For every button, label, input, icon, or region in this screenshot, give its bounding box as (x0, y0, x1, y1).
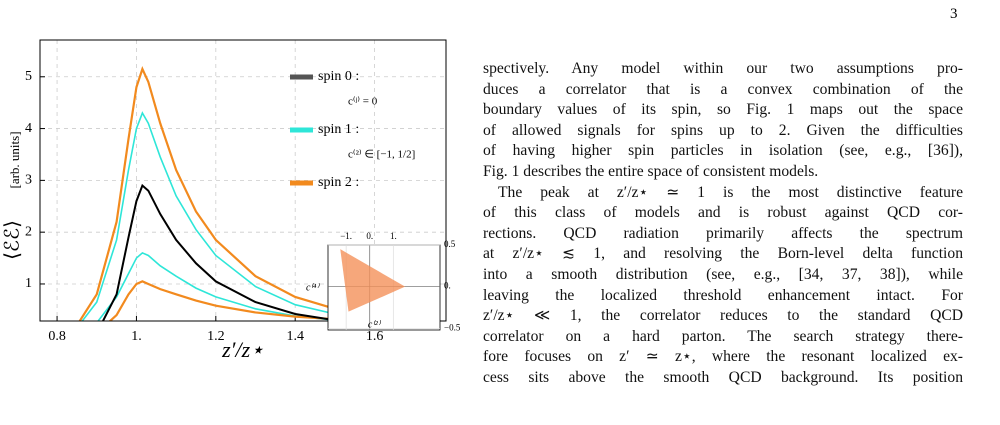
text-line: at z′/z⋆ ≲ 1, and resolving the Born-lev… (483, 245, 963, 263)
inset-x-tick-label: −1. (340, 231, 352, 241)
y-tick-label: 2 (25, 224, 32, 239)
legend-label: spin 1 : (318, 122, 359, 137)
x-tick-label: 1.6 (366, 329, 384, 344)
chart: 0.8 1. 1.2 1.4 1.6 1 2 3 4 5 spin 0 : c⁽ʲ⁾ = 0 spin … (2, 39, 461, 362)
y-tick-label: 1 (25, 276, 32, 291)
y-tick-label: 5 (25, 69, 32, 84)
x-tick-label: 1. (131, 329, 142, 344)
text-line: spectively. Any model within our two ass… (483, 60, 963, 77)
legend-note: c⁽ʲ⁾ = 0 (348, 96, 378, 108)
x-axis-label: z′/z⋆ (221, 337, 264, 362)
text-line: cess sits above the smooth QCD backgroun… (483, 369, 963, 386)
text-line: boundary values of its spin, so Fig. 1 m… (483, 101, 963, 119)
x-tick-label: 0.8 (48, 329, 66, 344)
y-tick-label: 3 (25, 173, 32, 188)
text-line: rections. QCD radiation primarily affect… (483, 224, 963, 242)
text-line: z′/z⋆ ≪ 1, the correlator reduces to the… (483, 307, 963, 325)
text-line: fore focuses on z′ ≃ z⋆, where the reson… (483, 348, 963, 366)
inset-y-label: c⁽⁴⁾ (306, 282, 320, 293)
text-line: of allowed signals for spins up to 2. Gi… (483, 121, 963, 139)
legend-label: spin 2 : (318, 175, 359, 190)
legend-label: spin 0 : (318, 69, 359, 84)
y-axis-label: ⟨ℰℰ⟩ (2, 220, 24, 260)
inset-x-label: c⁽²⁾ (368, 319, 382, 330)
text-line: correlator on a hard parton. The search … (483, 327, 963, 345)
plot-frame (39, 39, 447, 322)
y-tick-label: 4 (25, 121, 32, 136)
legend-note: c⁽²⁾ ∈ [−1, 1/2] (348, 149, 415, 161)
inset-y-tick-label: 0.5 (444, 239, 456, 249)
inset-y-tick-label: 0. (444, 281, 451, 291)
text-line: of this class of models and is robust ag… (483, 204, 963, 222)
inset-x-tick-label: 0. (366, 231, 373, 241)
text-line: into a smooth distribution (see, e.g., [… (483, 266, 963, 283)
x-tick-label: 1.2 (207, 329, 225, 344)
x-tick-label: 1.4 (286, 329, 304, 344)
text-line: leaving the localized threshold enhancem… (483, 286, 963, 304)
inset-y-tick-label: −0.5 (444, 322, 461, 332)
inset-x-tick-label: 1. (390, 231, 397, 241)
y-axis-unit: [arb. units] (7, 131, 22, 188)
page-number: 3 (950, 6, 958, 22)
text-line: of having higher spin particles in isola… (483, 142, 963, 160)
text-line: Fig. 1 describes the entire space of con… (483, 163, 819, 180)
series-line (97, 251, 356, 321)
text-line: The peak at z′/z⋆ ≃ 1 is the most distin… (498, 183, 963, 201)
text-line: duces a correlator that is a convex comb… (483, 80, 963, 98)
series-line (101, 183, 352, 321)
inset-region (340, 249, 406, 312)
